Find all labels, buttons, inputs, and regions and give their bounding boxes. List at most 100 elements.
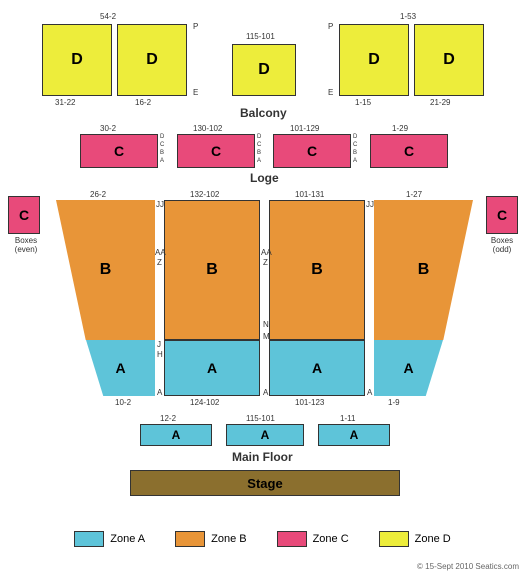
row-jj: JJ [156,200,164,209]
balcony-d5-bottom: 21-29 [430,98,450,107]
balcony-row-e-right: E [328,88,333,97]
balcony-top-label-left: 54-2 [100,12,116,21]
loge-label: Loge [250,171,279,185]
legend-label-c: Zone C [313,533,349,545]
floor-b3: B [269,200,365,340]
loge-c4-top: 1-29 [392,124,408,133]
row-aa-r: AA [261,248,272,257]
section-letter: D [258,61,270,79]
section-letter: B [311,261,323,279]
section-letter: B [206,261,218,279]
legend-box-a [74,531,104,547]
row-aa: AA [155,248,166,257]
front-a1: A [140,424,212,446]
floor-b2: B [164,200,260,340]
stage-label: Stage [247,476,282,491]
section-letter: C [211,143,221,159]
loge-c3: C [273,134,351,168]
floor-a4: A [374,340,443,396]
row-j: J [157,340,161,349]
balcony-d3-top: 115-101 [246,32,275,41]
balcony-d1: D [42,24,112,96]
legend: Zone A Zone B Zone C Zone D [0,525,525,553]
balcony-d5: D [414,24,484,96]
boxes-even-label: Boxes (even) [6,236,46,254]
balcony-label: Balcony [240,106,287,120]
loge-rows-left: DCBA [160,133,164,165]
legend-label-b: Zone B [211,533,246,545]
front-a2-top: 115-101 [246,414,275,423]
floor-b1: B [56,200,155,340]
section-letter: A [350,428,359,442]
balcony-d4-bottom: 1-15 [355,98,371,107]
loge-c4: C [370,134,448,168]
seating-chart: D D 54-2 P E 31-22 16-2 D 115-101 D D 1-… [0,0,525,575]
floor-b4: B [374,200,473,340]
row-n: N [263,320,269,329]
boxes-odd-label: Boxes (odd) [482,236,522,254]
balcony-row-p-left: P [193,22,198,31]
row-jj-r: JJ [366,200,374,209]
section-letter: C [307,143,317,159]
balcony-d2-bottom: 16-2 [135,98,151,107]
section-letter: A [261,428,270,442]
balcony-top-label-right: 1-53 [400,12,416,21]
section-letter: B [418,261,430,279]
loge-c3-top: 101-129 [290,124,319,133]
floor-b1-top: 26-2 [90,190,106,199]
section-letter: C [19,207,29,223]
balcony-d2: D [117,24,187,96]
section-letter: C [497,207,507,223]
loge-c1-top: 30-2 [100,124,116,133]
floor-b2-top: 132-102 [190,190,219,199]
row-a-l: A [157,388,162,397]
loge-c2: C [177,134,255,168]
section-letter: A [312,360,322,376]
balcony-d4: D [339,24,409,96]
balcony-d3: D [232,44,296,96]
legend-zone-a: Zone A [74,531,145,547]
legend-box-b [175,531,205,547]
section-letter: A [207,360,217,376]
section-letter: D [71,51,83,69]
row-a-m: A [263,388,268,397]
balcony-row-e-left: E [193,88,198,97]
floor-a4-bottom: 1-9 [388,398,400,407]
front-a3: A [318,424,390,446]
balcony-d1-bottom: 31-22 [55,98,75,107]
section-letter: B [100,261,112,279]
section-letter: A [172,428,181,442]
section-letter: A [403,360,413,376]
row-h: H [157,350,163,359]
front-a1-top: 12-2 [160,414,176,423]
mainfloor-label: Main Floor [232,450,293,464]
legend-box-c [277,531,307,547]
front-a2: A [226,424,304,446]
legend-box-d [379,531,409,547]
floor-a1: A [86,340,155,396]
balcony-row-p-right: P [328,22,333,31]
loge-rows-mid: DCBA [257,133,261,165]
section-letter: D [368,51,380,69]
legend-zone-d: Zone D [379,531,451,547]
row-z-r: Z [263,258,268,267]
legend-zone-b: Zone B [175,531,246,547]
section-letter: C [114,143,124,159]
section-letter: D [443,51,455,69]
boxes-even: C [8,196,40,234]
loge-c1: C [80,134,158,168]
copyright: © 15-Sept 2010 Seatics.com [417,562,519,571]
legend-zone-c: Zone C [277,531,349,547]
boxes-odd: C [486,196,518,234]
floor-a1-bottom: 10-2 [115,398,131,407]
stage: Stage [130,470,400,496]
floor-a3-bottom: 101-123 [295,398,324,407]
front-a3-top: 1-11 [340,414,355,423]
legend-label-d: Zone D [415,533,451,545]
floor-a2-bottom: 124-102 [190,398,219,407]
floor-a2: A [164,340,260,396]
section-letter: C [404,143,414,159]
legend-label-a: Zone A [110,533,145,545]
section-letter: D [146,51,158,69]
loge-rows-right: DCBA [353,133,357,165]
